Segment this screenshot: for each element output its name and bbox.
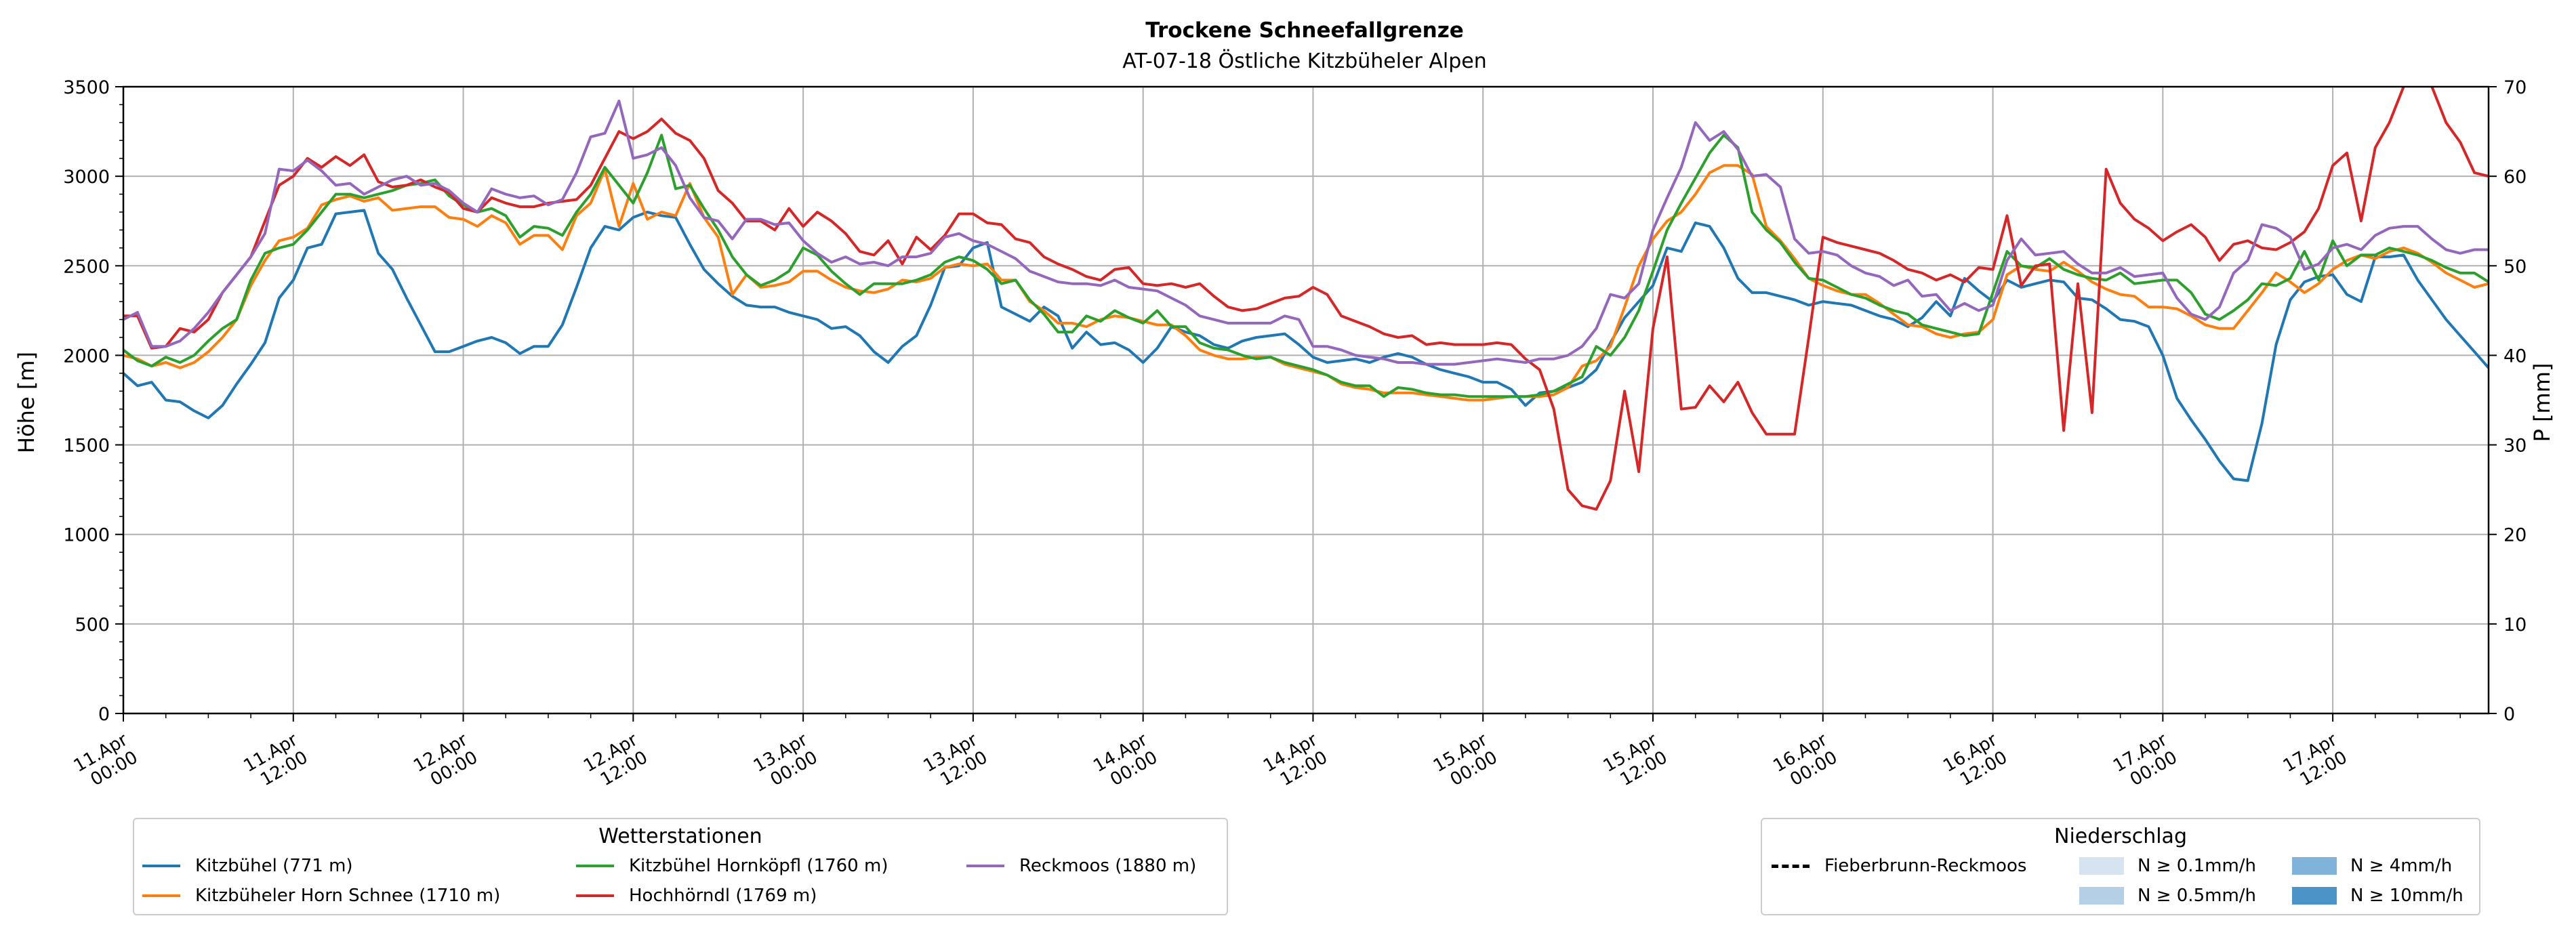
legend-swatch — [142, 865, 180, 867]
y-tick-label-left: 2500 — [63, 256, 110, 277]
legend-swatch — [966, 865, 1004, 867]
legend-patch — [2079, 857, 2124, 875]
legend-patch — [2079, 887, 2124, 905]
series-line-kitzb-hel-771-m — [123, 209, 2489, 482]
y-tick-label-right: 40 — [2503, 346, 2527, 367]
legend-item-precip-4: N ≥ 4mm/h — [2292, 856, 2452, 876]
legend-precipitation: Niederschlag Fieberbrunn-Reckmoos N ≥ 0.… — [1761, 818, 2480, 915]
plot-frame — [122, 85, 2490, 715]
legend-label: Kitzbüheler Horn Schnee (1710 m) — [195, 886, 501, 906]
y-tick-label-left: 3000 — [63, 167, 110, 188]
y-axis-label-right: P [mm] — [2529, 363, 2555, 442]
series-lines — [123, 87, 2489, 511]
legend-item-precip-01: N ≥ 0.1mm/h — [2079, 856, 2256, 876]
legend-label: N ≥ 0.1mm/h — [2138, 856, 2257, 876]
legend-item-precip-line: Fieberbrunn-Reckmoos — [1772, 856, 2026, 876]
series-line-reckmoos-1880-m — [123, 100, 2489, 366]
grid — [123, 87, 2489, 713]
y-tick-label-right: 60 — [2503, 167, 2527, 188]
legend-item-reckmoos: Reckmoos (1880 m) — [966, 856, 1196, 876]
legend-label: N ≥ 4mm/h — [2350, 856, 2453, 876]
legend-label: Kitzbühel Hornköpfl (1760 m) — [629, 856, 888, 876]
y-tick-label-right: 0 — [2503, 704, 2515, 725]
y-tick-label-left: 0 — [98, 704, 110, 725]
y-tick-label-right: 70 — [2503, 77, 2527, 98]
legend-item-precip-05: N ≥ 0.5mm/h — [2079, 886, 2256, 906]
legend-label: Reckmoos (1880 m) — [1019, 856, 1197, 876]
legend-swatch — [576, 894, 614, 897]
y-tick-label-left: 2000 — [63, 346, 110, 367]
legend-item-precip-10: N ≥ 10mm/h — [2292, 886, 2463, 906]
legend-item-kitzbueheler-horn: Kitzbüheler Horn Schnee (1710 m) — [142, 886, 500, 906]
y-tick-label-left: 1500 — [63, 436, 110, 457]
y-axis-label-left: Höhe [m] — [14, 352, 39, 453]
series-line-hochh-rndl-1769-m — [123, 87, 2489, 511]
y-tick-label-right: 50 — [2503, 256, 2527, 277]
legend-patch — [2292, 857, 2337, 875]
legend-item-kitzbuehel: Kitzbühel (771 m) — [142, 856, 353, 876]
legend-label: Kitzbühel (771 m) — [195, 856, 353, 876]
y-tick-label-right: 10 — [2503, 615, 2527, 636]
legend-swatch — [142, 894, 180, 897]
legend-label: N ≥ 0.5mm/h — [2138, 886, 2257, 906]
legend-item-hornkoepfl: Kitzbühel Hornköpfl (1760 m) — [576, 856, 888, 876]
legend-patch — [2292, 887, 2337, 905]
legend-label: N ≥ 10mm/h — [2350, 886, 2463, 906]
y-tick-label-left: 3500 — [63, 77, 110, 98]
legend-swatch — [576, 865, 614, 867]
y-tick-label-left: 1000 — [63, 525, 110, 546]
legend-label: Hochhörndl (1769 m) — [629, 886, 817, 906]
series-line-kitzb-hel-hornk-pfl-1760-m — [123, 133, 2489, 398]
y-tick-label-left: 500 — [75, 615, 110, 636]
legend-stations: Wetterstationen Kitzbühel (771 m) Kitzbü… — [133, 818, 1228, 915]
legend-dash-swatch — [1772, 864, 1810, 868]
y-tick-label-right: 20 — [2503, 525, 2527, 546]
legend-precip-title: Niederschlag — [2054, 825, 2187, 848]
legend-stations-title: Wetterstationen — [598, 825, 762, 848]
series-line-kitzb-heler-horn-schnee-1710-m — [123, 164, 2489, 402]
chart-title: Trockene Schneefallgrenze — [1145, 18, 1464, 43]
legend-label: Fieberbrunn-Reckmoos — [1824, 856, 2027, 876]
chart-subtitle: AT-07-18 Östliche Kitzbüheler Alpen — [1122, 49, 1487, 73]
legend-item-hochhoerndl: Hochhörndl (1769 m) — [576, 886, 817, 906]
y-tick-label-right: 30 — [2503, 436, 2527, 457]
